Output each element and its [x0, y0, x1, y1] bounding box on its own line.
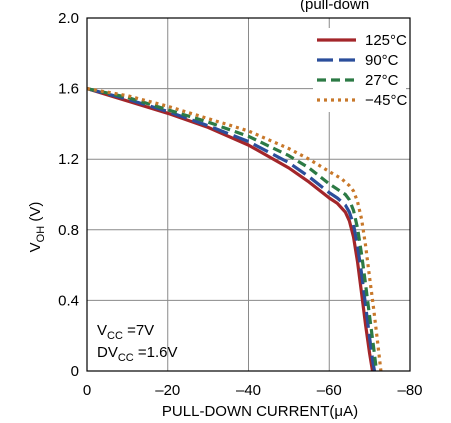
conditions-annotation: VCC =7V DVCC =1.6V — [97, 322, 178, 364]
legend-label-3: −45°C — [365, 92, 407, 109]
x-tick-label: –60 — [317, 382, 342, 399]
plot-frame — [86, 17, 411, 372]
x-tick-label: –80 — [397, 382, 422, 399]
annotation-dvcc: DVCC =1.6V — [97, 344, 178, 364]
series-line-2 — [86, 87, 379, 372]
legend-background — [313, 28, 406, 112]
series-line-0 — [86, 87, 375, 372]
legend-label-0: 125°C — [365, 32, 407, 49]
y-axis-title-main: V — [27, 242, 44, 252]
y-tick-label: 0.8 — [58, 222, 79, 239]
y-tick-label: 1.2 — [58, 151, 79, 168]
y-axis-title-suffix: (V) — [27, 202, 44, 226]
y-tick-label: 1.6 — [58, 81, 79, 98]
legend-label-2: 27°C — [365, 72, 399, 89]
y-tick-labels: 0 0.4 0.8 1.2 1.6 2.0 — [58, 10, 79, 380]
y-tick-label: 0.4 — [58, 292, 79, 309]
x-axis-title: PULL-DOWN CURRENT(μA) — [162, 403, 358, 420]
y-axis-title-sub: OH — [35, 226, 47, 243]
series-layer — [86, 87, 383, 372]
series-line-1 — [86, 87, 377, 372]
x-tick-label: –40 — [236, 382, 261, 399]
y-axis-title: VOH (V) — [27, 202, 47, 253]
y-tick-label: 2.0 — [58, 10, 79, 27]
annotation-vcc: VCC =7V — [97, 322, 154, 342]
x-tick-label: –20 — [155, 382, 180, 399]
x-tick-label: 0 — [83, 382, 91, 399]
legend: 125°C 90°C 27°C −45°C — [313, 28, 407, 112]
legend-label-1: 90°C — [365, 52, 399, 69]
x-tick-labels: 0 –20 –40 –60 –80 — [83, 382, 423, 399]
chart-title-fragment: (pull-down — [300, 0, 369, 13]
y-tick-label: 0 — [71, 363, 79, 380]
